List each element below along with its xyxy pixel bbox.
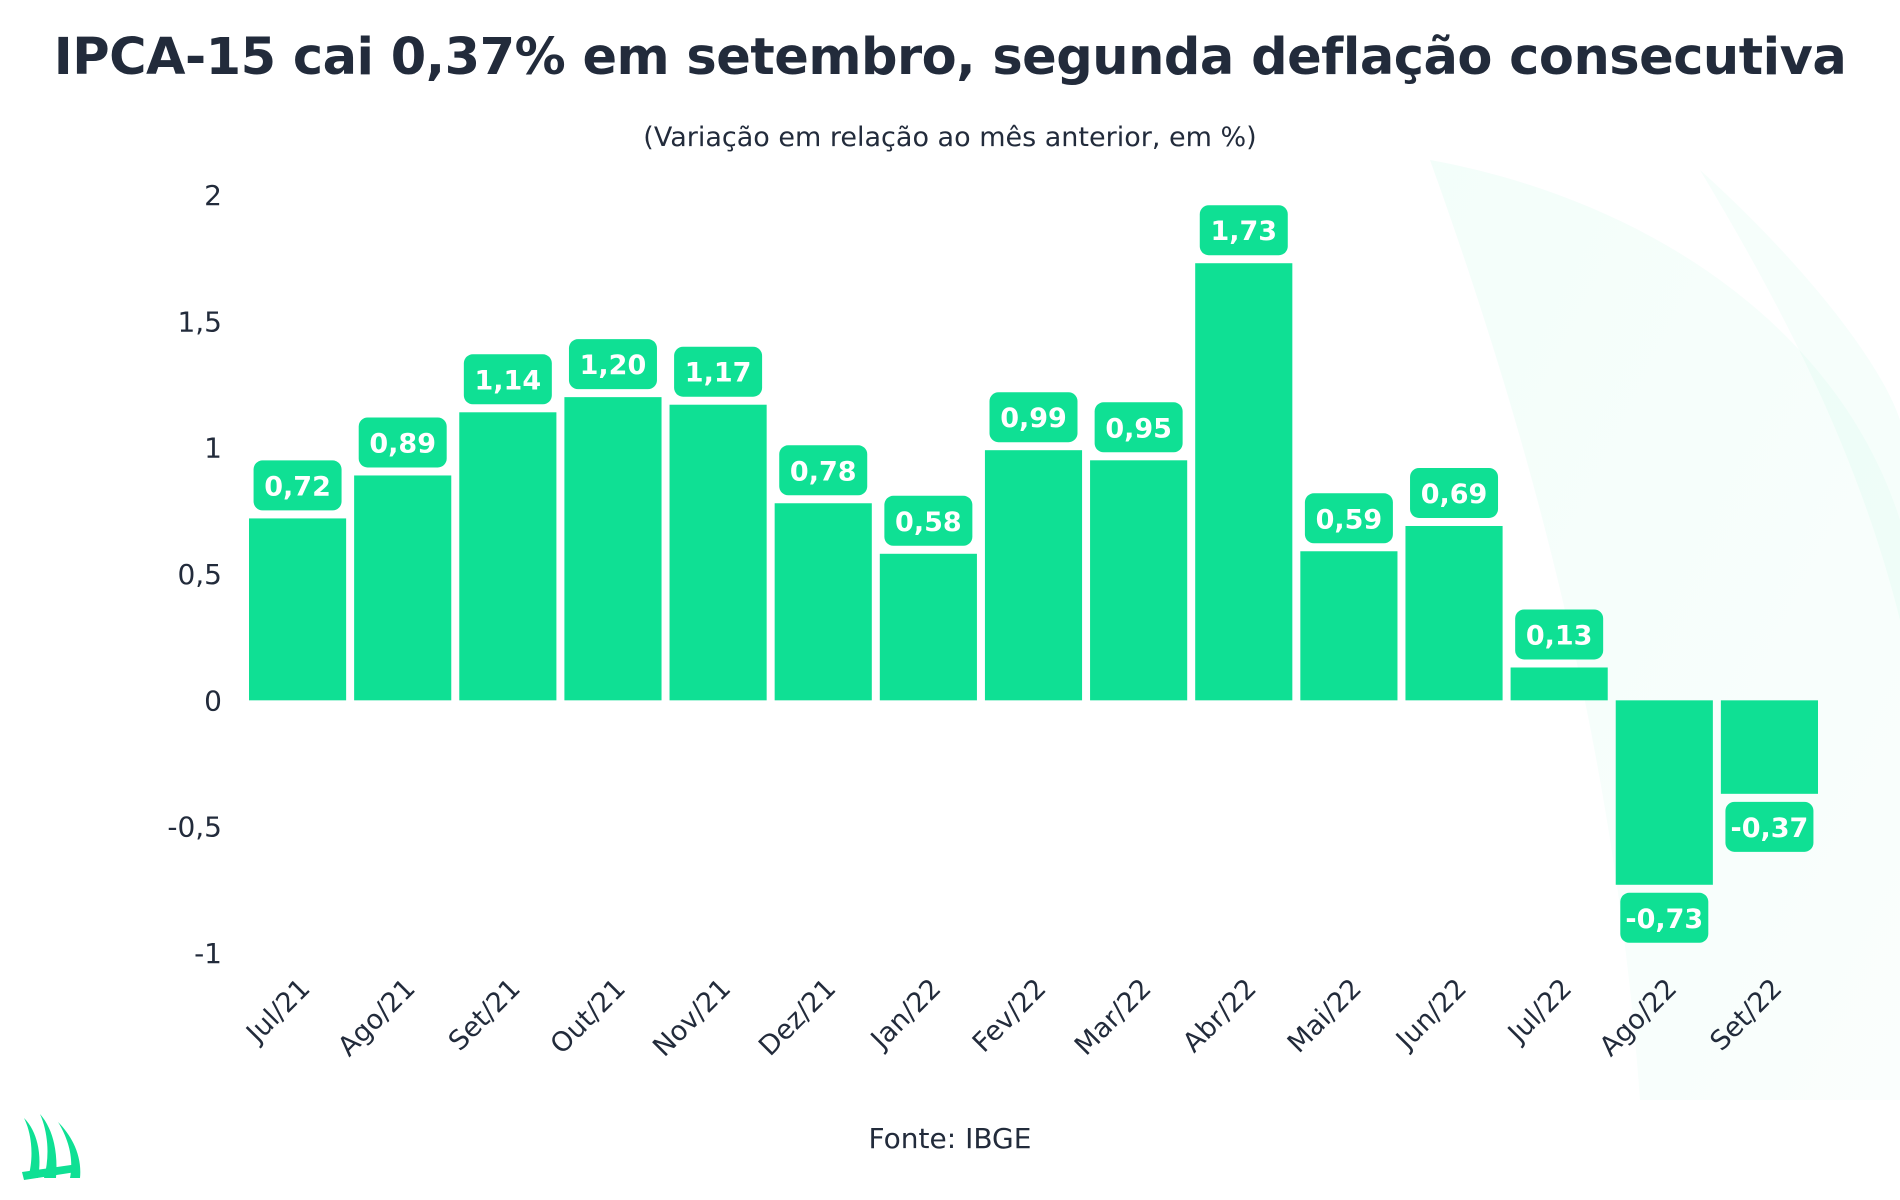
data-label-badge bbox=[1725, 801, 1814, 852]
y-tick-label: -0,5 bbox=[167, 811, 222, 844]
bar bbox=[564, 397, 662, 701]
x-tick-label: Out/21 bbox=[545, 973, 632, 1060]
bars: 0,72 0,89 1,14 1,20 1,17 0,78 0,58 0,99 0,95 1,73… bbox=[249, 205, 1818, 943]
source-note: Fonte: IBGE bbox=[868, 1122, 1032, 1155]
x-tick-label: Mar/22 bbox=[1069, 973, 1158, 1062]
x-tick-label: Fev/22 bbox=[967, 973, 1053, 1059]
bar bbox=[1195, 263, 1293, 701]
data-label-badge bbox=[674, 346, 763, 397]
x-tick-label: Jul/22 bbox=[1501, 973, 1578, 1050]
x-tick-label: Nov/21 bbox=[647, 973, 737, 1063]
y-tick-label: 1,5 bbox=[177, 305, 222, 338]
bar bbox=[1405, 525, 1503, 701]
data-label-badge bbox=[1199, 205, 1288, 256]
data-label: 1,20 bbox=[580, 350, 647, 381]
data-label: 0,89 bbox=[369, 428, 436, 459]
bar bbox=[249, 518, 347, 701]
data-label: 1,17 bbox=[685, 358, 752, 389]
x-tick-label: Jun/22 bbox=[1389, 973, 1473, 1057]
chart-title: IPCA-15 cai 0,37% em setembro, segunda d… bbox=[53, 28, 1847, 87]
x-tick-label: Jan/22 bbox=[864, 973, 947, 1056]
x-tick-label: Abr/22 bbox=[1177, 973, 1263, 1059]
data-label-badge bbox=[1515, 609, 1604, 660]
data-label: 0,99 bbox=[1000, 403, 1067, 434]
data-label: -0,73 bbox=[1625, 904, 1703, 935]
y-tick-label: 0,5 bbox=[177, 558, 222, 591]
bar-chart: 2 1,5 1 0,5 0 -0,5 -1 0,72 0,89 1,14 1,20 1,17 0,78… bbox=[167, 160, 1900, 1100]
bar bbox=[1615, 700, 1713, 885]
x-tick-label: Dez/21 bbox=[753, 973, 842, 1062]
y-tick-label: 0 bbox=[204, 684, 222, 717]
data-label-badge bbox=[1094, 402, 1183, 453]
data-label: -0,37 bbox=[1731, 813, 1809, 844]
bar bbox=[1510, 667, 1608, 701]
data-label-badge bbox=[779, 445, 868, 496]
data-label-badge bbox=[358, 417, 447, 468]
data-label-badge bbox=[568, 339, 657, 390]
data-label: 0,69 bbox=[1421, 479, 1488, 510]
y-tick-label: -1 bbox=[194, 937, 222, 970]
bar bbox=[1300, 551, 1398, 701]
bar bbox=[984, 450, 1083, 701]
data-label: 0,58 bbox=[895, 507, 962, 538]
bar bbox=[1090, 460, 1188, 701]
background-watermark bbox=[1430, 160, 1900, 1100]
x-tick-label: Ago/21 bbox=[332, 973, 422, 1063]
data-label: 0,13 bbox=[1526, 620, 1593, 651]
bar bbox=[669, 404, 767, 701]
data-label-badge bbox=[253, 460, 342, 511]
data-label-badge bbox=[1304, 493, 1393, 544]
data-label-badge bbox=[1620, 892, 1709, 943]
y-tick-label: 2 bbox=[204, 179, 222, 212]
data-label-badge bbox=[884, 495, 973, 546]
data-label: 0,59 bbox=[1316, 504, 1383, 535]
bar bbox=[1720, 700, 1818, 794]
bar bbox=[459, 412, 557, 701]
y-axis: 2 1,5 1 0,5 0 -0,5 -1 bbox=[167, 179, 222, 970]
x-axis: Jul/21 Ago/21 Set/21 Out/21 Nov/21 Dez/21 Jan/… bbox=[239, 973, 1788, 1063]
data-label-badge bbox=[463, 354, 552, 405]
x-tick-label: Set/21 bbox=[443, 973, 527, 1057]
data-label: 0,78 bbox=[790, 456, 857, 487]
bar bbox=[354, 475, 452, 701]
x-tick-label: Jul/21 bbox=[239, 973, 316, 1050]
chart-subtitle: (Variação em relação ao mês anterior, em… bbox=[643, 122, 1257, 153]
y-tick-label: 1 bbox=[204, 432, 222, 465]
data-label: 0,95 bbox=[1105, 413, 1172, 444]
data-label: 1,14 bbox=[475, 365, 542, 396]
data-label-badge bbox=[989, 392, 1078, 443]
data-label: 1,73 bbox=[1210, 216, 1277, 247]
data-label-badge bbox=[1410, 467, 1499, 518]
bar bbox=[879, 553, 977, 701]
brand-leaf-logo-icon bbox=[22, 1114, 81, 1180]
x-tick-label: Mai/22 bbox=[1282, 973, 1368, 1059]
bar bbox=[774, 503, 872, 701]
data-label: 0,72 bbox=[264, 471, 331, 502]
